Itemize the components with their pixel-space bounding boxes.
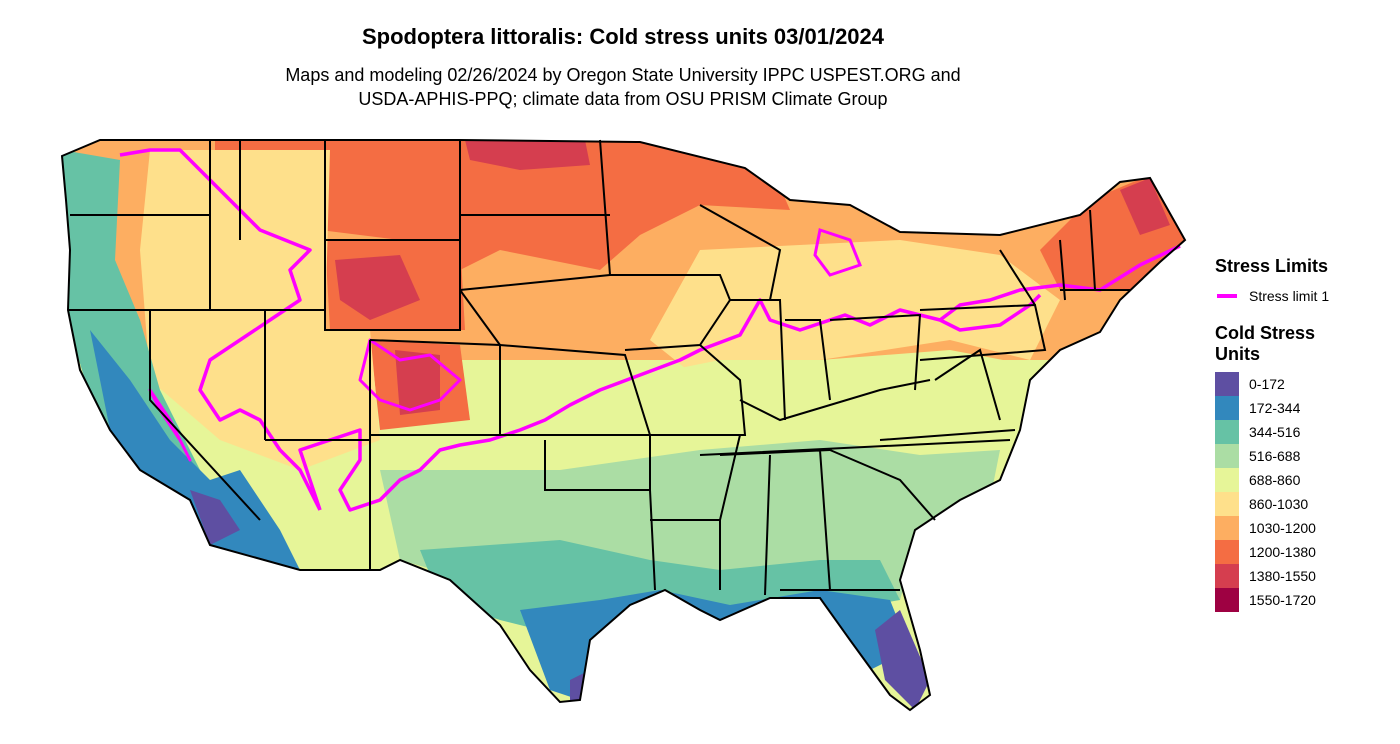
border-ca-nv	[68, 309, 261, 521]
legend-label-344-516: 344-516	[1249, 424, 1301, 440]
band-0-172-desert	[190, 490, 240, 545]
border-tn-ky	[699, 379, 1011, 456]
cold-stress-units-title-line-1: Cold Stress	[1215, 323, 1316, 343]
band-1200-1380-northern-plains	[215, 140, 790, 270]
border-ne-ks	[459, 289, 651, 436]
band-860-1030-midwest	[650, 240, 1060, 380]
border-ok-tx	[380, 434, 656, 591]
stress-limit-1-swatch	[1217, 294, 1237, 298]
band-1380-1550-maine	[1120, 178, 1170, 235]
border-wy	[324, 239, 461, 331]
cold-stress-units-legend-title: Cold Stress Units	[1215, 323, 1315, 365]
legend-swatch-1550-1720	[1215, 588, 1239, 612]
border-mt	[239, 140, 326, 240]
band-1380-1550-north-dakota	[465, 140, 590, 170]
legend-swatch-172-344	[1215, 396, 1239, 420]
map-title: Spodoptera littoralis: Cold stress units…	[361, 24, 885, 49]
legend-label-1200-1380: 1200-1380	[1249, 544, 1316, 560]
stress-limit-1-label: Stress limit 1	[1249, 288, 1330, 304]
legend-label-172-344: 172-344	[1249, 400, 1301, 416]
stress-limit-1-michigan	[813, 228, 862, 277]
subtitle-line-1: Maps and modeling 02/26/2024 by Oregon S…	[285, 65, 961, 85]
band-1380-1550-colorado	[395, 350, 440, 415]
legend-swatch-860-1030	[1215, 492, 1239, 516]
legend-swatch-1380-1550	[1215, 564, 1239, 588]
border-pa-ny	[919, 249, 1047, 361]
legend-label-860-1030: 860-1030	[1249, 496, 1309, 512]
legend-swatch-344-516	[1215, 420, 1239, 444]
border-il-in-oh	[730, 299, 922, 421]
border-ar-la	[650, 434, 741, 590]
border-ms-al	[719, 449, 831, 596]
border-new-england	[1059, 209, 1130, 301]
legend-label-1380-1550: 1380-1550	[1249, 568, 1316, 584]
legend-label-1030-1200: 1030-1200	[1249, 520, 1316, 536]
stress-limit-1-rockies	[148, 338, 462, 462]
legend-swatch-688-860	[1215, 468, 1239, 492]
band-172-344-southwest	[90, 330, 300, 570]
legend-swatch-0-172	[1215, 372, 1239, 396]
legend-label-516-688: 516-688	[1249, 448, 1301, 464]
band-1380-1550-wyoming	[335, 255, 420, 320]
border-dakotas	[459, 139, 611, 291]
legend-swatch-1030-1200	[1215, 516, 1239, 540]
legend-label-688-860: 688-860	[1249, 472, 1301, 488]
border-wi-mi	[699, 204, 782, 301]
cold-stress-units-title-line-2: Units	[1215, 344, 1260, 364]
subtitle-line-2: USDA-APHIS-PPQ; climate data from OSU PR…	[358, 89, 888, 109]
border-va-nc	[879, 348, 1016, 441]
legend-label-1550-1720: 1550-1720	[1249, 592, 1316, 608]
legend-swatch-516-688	[1215, 444, 1239, 468]
stress-limits-legend-title: Stress Limits	[1215, 256, 1329, 276]
conus-map	[61, 139, 1186, 711]
border-ga-fl	[780, 449, 936, 591]
legend-label-0-172: 0-172	[1249, 376, 1285, 392]
legend-swatch-1200-1380	[1215, 540, 1239, 564]
map-subtitle: Maps and modeling 02/26/2024 by Oregon S…	[0, 63, 1246, 111]
border-mo	[650, 344, 747, 436]
state-borders	[61, 139, 1186, 711]
band-0-172-florida	[875, 610, 930, 710]
